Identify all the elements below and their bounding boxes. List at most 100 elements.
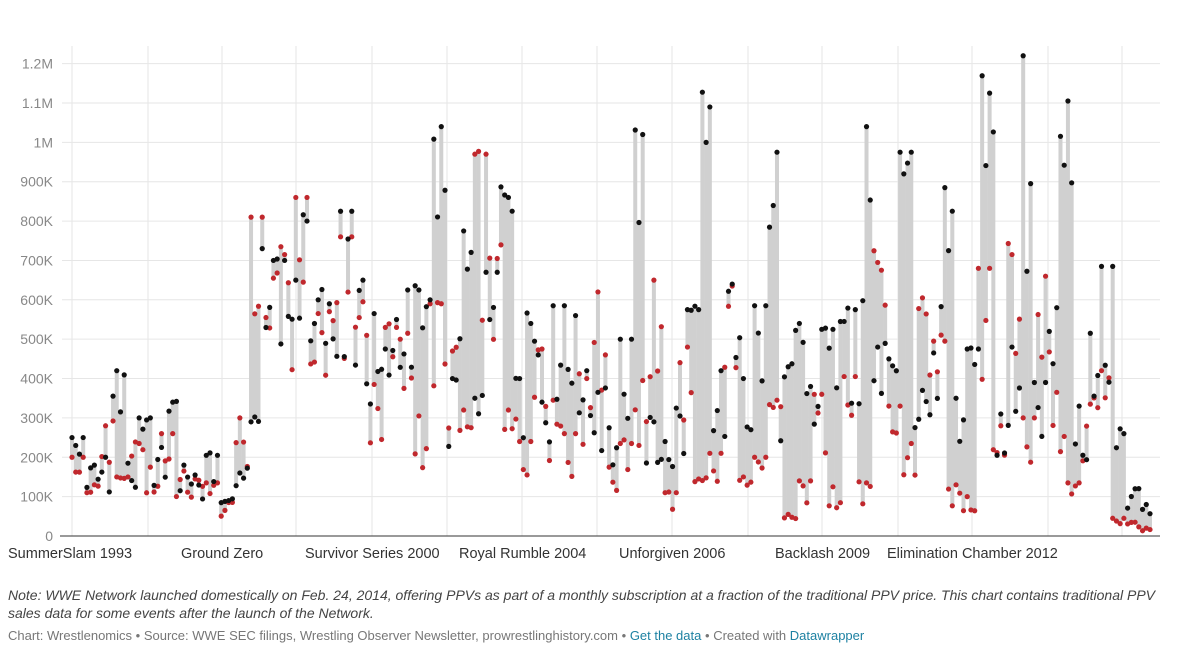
black-dot	[733, 354, 739, 361]
red-dot	[259, 214, 265, 220]
black-dot	[185, 474, 191, 480]
black-dot	[382, 346, 388, 352]
black-dot	[785, 364, 791, 370]
y-axis-ticks: 0 100K 200K 300K 400K 500K 600K 700K 800K 900K 1M 1…	[20, 56, 53, 544]
y-tick-label: 700K	[20, 252, 53, 268]
red-dot	[423, 446, 429, 452]
black-dot	[524, 310, 530, 316]
get-data-link[interactable]: Get the data	[629, 628, 702, 643]
red-dot	[979, 376, 985, 382]
red-dot	[252, 311, 258, 317]
black-dot	[919, 387, 926, 393]
black-dot	[334, 353, 340, 359]
red-dot	[513, 416, 519, 422]
red-dot	[860, 501, 866, 507]
red-dot	[681, 417, 687, 423]
red-dot	[528, 438, 534, 445]
black-dot	[613, 445, 620, 451]
red-dot	[1147, 526, 1153, 533]
black-dot	[248, 419, 254, 425]
black-dot	[636, 219, 642, 226]
black-dot	[356, 287, 362, 294]
black-dot	[1057, 133, 1064, 139]
red-dot	[643, 418, 650, 425]
black-dot	[640, 131, 646, 138]
black-dot	[890, 363, 896, 369]
black-dot	[502, 192, 508, 198]
red-dot	[125, 474, 131, 480]
red-dot	[580, 441, 586, 447]
red-dot	[1069, 491, 1075, 497]
red-dot	[326, 309, 332, 315]
black-dot	[822, 325, 829, 331]
black-dot	[401, 351, 407, 357]
red-dot	[1031, 415, 1037, 421]
red-dot	[255, 303, 262, 309]
red-dot	[632, 407, 638, 413]
datawrapper-link[interactable]: Datawrapper	[789, 628, 865, 643]
red-dot	[569, 473, 575, 479]
black-dot	[882, 340, 888, 346]
red-dot	[367, 440, 374, 446]
black-dot	[397, 364, 403, 370]
red-dot	[1057, 449, 1064, 455]
red-dot	[483, 151, 489, 157]
black-dot	[1069, 180, 1075, 186]
black-dot	[725, 288, 732, 294]
red-dot	[934, 369, 940, 375]
red-dot	[1083, 423, 1090, 429]
black-dot	[677, 413, 683, 419]
black-dot	[464, 266, 470, 272]
black-dot	[856, 401, 862, 407]
red-dot	[1117, 521, 1123, 527]
red-dot	[237, 415, 243, 421]
red-dot	[240, 439, 247, 445]
black-dot	[416, 287, 422, 293]
red-dot	[748, 479, 754, 485]
red-dot	[737, 477, 743, 483]
red-dot	[830, 484, 836, 490]
black-dot	[438, 124, 444, 130]
red-dot	[852, 373, 858, 380]
black-dot	[655, 459, 661, 465]
red-dot	[587, 405, 594, 411]
red-dot	[1121, 515, 1127, 521]
black-dot	[710, 428, 717, 434]
red-dot	[386, 321, 392, 327]
red-dot	[453, 344, 459, 350]
black-dot	[505, 194, 512, 201]
black-dot	[737, 335, 743, 341]
black-dot	[114, 368, 120, 374]
black-dot	[531, 338, 538, 344]
red-dot	[692, 479, 698, 485]
black-dot	[651, 419, 657, 425]
red-dot	[1110, 515, 1116, 521]
black-dot	[267, 304, 273, 310]
black-dot	[330, 336, 336, 342]
black-dot	[845, 305, 851, 311]
black-dot	[479, 392, 485, 399]
black-dot	[666, 456, 672, 463]
black-dot	[300, 212, 306, 218]
red-dot	[841, 373, 847, 380]
black-dot	[718, 368, 724, 374]
red-dot	[584, 375, 590, 382]
black-dot	[748, 427, 754, 433]
black-dot	[1147, 511, 1153, 517]
black-dot	[561, 303, 567, 309]
black-dot	[804, 390, 810, 397]
red-dot	[475, 148, 482, 154]
red-dot	[420, 465, 426, 471]
red-dot	[505, 407, 512, 413]
red-dot	[875, 259, 881, 266]
black-dot	[770, 202, 776, 209]
black-dot	[871, 378, 877, 384]
black-dot	[696, 307, 702, 313]
red-dot	[703, 475, 709, 481]
red-dot	[572, 431, 579, 437]
black-dot	[1132, 486, 1138, 492]
red-dot	[897, 403, 903, 409]
black-dot	[811, 421, 817, 427]
red-dot	[610, 479, 616, 485]
red-dot	[621, 437, 627, 443]
